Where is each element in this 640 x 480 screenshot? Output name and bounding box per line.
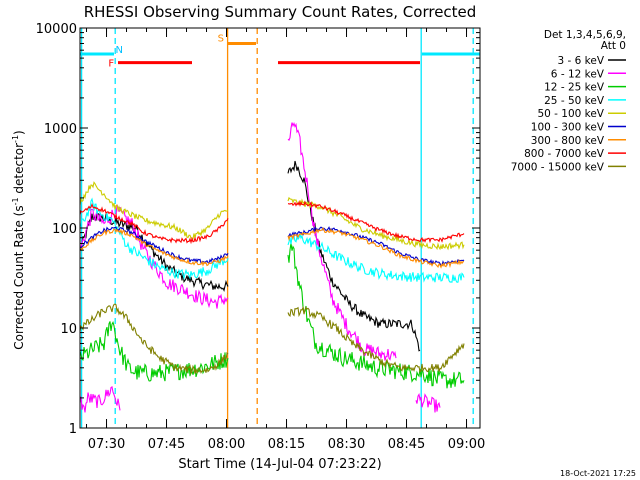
legend-entry-label: 100 - 300 keV bbox=[531, 122, 605, 134]
series-line bbox=[287, 200, 465, 244]
y-tick-label: 1 bbox=[69, 422, 77, 437]
x-tick-label: 08:45 bbox=[388, 437, 425, 452]
y-tick-label: 100 bbox=[52, 222, 77, 237]
x-tick-label: 07:30 bbox=[88, 437, 125, 452]
legend-entry-label: 6 - 12 keV bbox=[551, 68, 605, 80]
series-line bbox=[287, 233, 465, 283]
flag-label-f: F bbox=[108, 59, 114, 70]
y-tick-label: 10 bbox=[60, 322, 77, 337]
x-tick-label: 08:30 bbox=[328, 437, 365, 452]
y-tick-label: 1000 bbox=[44, 122, 77, 137]
series-line bbox=[79, 228, 229, 267]
footer-timestamp: 18-Oct-2021 17:25 bbox=[560, 469, 636, 478]
series-line bbox=[287, 121, 397, 361]
legend-entry-label: 50 - 100 keV bbox=[537, 108, 604, 120]
series-line bbox=[287, 227, 464, 269]
series-line bbox=[79, 213, 229, 292]
series-line bbox=[79, 203, 229, 245]
series-line bbox=[79, 197, 229, 281]
x-tick-label: 07:45 bbox=[148, 437, 185, 452]
flag-label-n: N bbox=[115, 45, 122, 56]
series-line bbox=[287, 305, 465, 373]
x-tick-label: 08:15 bbox=[268, 437, 305, 452]
chart-title: RHESSI Observing Summary Count Rates, Co… bbox=[84, 3, 477, 21]
legend-entry-label: 7000 - 15000 keV bbox=[511, 161, 605, 173]
series-line bbox=[287, 243, 465, 389]
y-tick-label: 10000 bbox=[36, 22, 77, 37]
legend-entry-label: 300 - 800 keV bbox=[531, 135, 605, 147]
legend-entry-label: 3 - 6 keV bbox=[557, 55, 604, 67]
legend-header: Att 0 bbox=[601, 40, 626, 52]
series-line bbox=[79, 320, 229, 382]
series-line bbox=[79, 181, 229, 240]
series-line bbox=[79, 226, 229, 264]
x-axis-label: Start Time (14-Jul-04 07:23:22) bbox=[178, 457, 381, 472]
series-line bbox=[287, 196, 465, 251]
series-line bbox=[79, 385, 121, 413]
flag-label-s: S bbox=[218, 34, 224, 45]
legend-entry-label: 800 - 7000 keV bbox=[524, 148, 605, 160]
legend-entry-label: 12 - 25 keV bbox=[544, 82, 605, 94]
x-tick-label: 08:00 bbox=[208, 437, 245, 452]
x-tick-label: 09:00 bbox=[448, 437, 485, 452]
legend-entry-label: 25 - 50 keV bbox=[544, 95, 605, 107]
legend-header: Det 1,3,4,5,6,9, bbox=[544, 29, 626, 41]
series-line bbox=[415, 392, 441, 413]
series-line bbox=[79, 204, 229, 309]
series-line bbox=[79, 303, 229, 376]
y-axis-label: Corrected Count Rate (s-1 detector-1) bbox=[11, 130, 26, 349]
